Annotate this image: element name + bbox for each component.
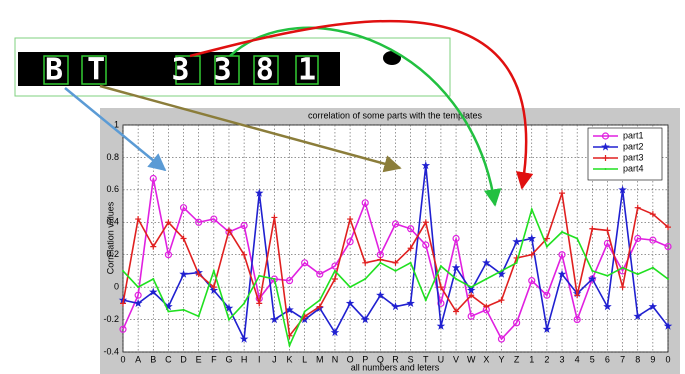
- marker: [605, 168, 607, 170]
- x-tick-label: Q: [377, 354, 384, 364]
- legend-label: part4: [623, 163, 644, 173]
- x-tick-label: J: [272, 354, 277, 364]
- x-tick-label: Y: [498, 354, 504, 364]
- x-tick-label: C: [165, 354, 172, 364]
- marker: [167, 310, 169, 312]
- x-tick-label: E: [196, 354, 202, 364]
- x-tick-label: B: [150, 354, 156, 364]
- x-tick-label: 2: [544, 354, 549, 364]
- x-tick-label: U: [438, 354, 445, 364]
- x-tick-label: 3: [560, 354, 565, 364]
- marker: [652, 267, 654, 269]
- marker: [500, 270, 502, 272]
- marker: [258, 275, 260, 277]
- marker: [273, 278, 275, 280]
- x-tick-label: 4: [575, 354, 580, 364]
- x-tick-label: K: [287, 354, 293, 364]
- x-tick-label: 0: [665, 354, 670, 364]
- marker: [531, 208, 533, 210]
- marker: [576, 238, 578, 240]
- marker: [304, 310, 306, 312]
- marker: [470, 286, 472, 288]
- marker: [243, 302, 245, 304]
- marker: [606, 275, 608, 277]
- marker: [561, 231, 563, 233]
- x-tick-label: T: [423, 354, 429, 364]
- x-tick-label: 6: [605, 354, 610, 364]
- marker: [213, 270, 215, 272]
- legend-label: part1: [623, 130, 644, 140]
- marker: [289, 345, 291, 347]
- marker: [637, 273, 639, 275]
- x-tick-label: R: [392, 354, 399, 364]
- x-tick-label: 8: [635, 354, 640, 364]
- marker: [122, 270, 124, 272]
- marker: [349, 286, 351, 288]
- marker: [379, 262, 381, 264]
- marker: [410, 262, 412, 264]
- legend-label: part2: [623, 141, 644, 151]
- x-tick-label: P: [362, 354, 368, 364]
- x-tick-label: 1: [529, 354, 534, 364]
- marker: [546, 246, 548, 248]
- marker: [334, 270, 336, 272]
- y-tick-label: -0.4: [103, 346, 119, 356]
- marker: [198, 315, 200, 317]
- y-axis-label: Correlation values: [105, 201, 115, 274]
- x-tick-label: D: [180, 354, 187, 364]
- y-tick-label: 0.6: [106, 184, 119, 194]
- y-tick-label: -0.2: [103, 314, 119, 324]
- x-tick-label: 0: [120, 354, 125, 364]
- x-tick-label: V: [453, 354, 459, 364]
- marker: [455, 278, 457, 280]
- marker: [395, 270, 397, 272]
- x-tick-label: Z: [514, 354, 520, 364]
- x-tick-label: G: [225, 354, 232, 364]
- marker: [364, 278, 366, 280]
- marker: [183, 309, 185, 311]
- x-tick-label: M: [316, 354, 324, 364]
- x-tick-label: S: [408, 354, 414, 364]
- x-tick-label: 5: [590, 354, 595, 364]
- marker: [516, 262, 518, 264]
- x-tick-label: F: [211, 354, 217, 364]
- page: BT 3381 correlation of some parts with t…: [0, 0, 685, 374]
- x-tick-label: 9: [650, 354, 655, 364]
- y-tick-label: 0.2: [106, 249, 119, 259]
- legend-label: part3: [623, 152, 644, 162]
- x-tick-label: I: [258, 354, 261, 364]
- marker: [137, 286, 139, 288]
- x-tick-label: 7: [620, 354, 625, 364]
- x-tick-label: N: [332, 354, 339, 364]
- marker: [425, 299, 427, 301]
- figure: BT 3381 correlation of some parts with t…: [0, 0, 685, 374]
- y-tick-label: 0.4: [106, 217, 119, 227]
- x-tick-label: O: [347, 354, 354, 364]
- marker: [319, 299, 321, 301]
- marker: [591, 270, 593, 272]
- x-tick-label: X: [483, 354, 489, 364]
- marker: [485, 278, 487, 280]
- marker: [228, 319, 230, 321]
- x-tick-label: A: [135, 354, 141, 364]
- marker: [440, 265, 442, 267]
- x-tick-label: H: [241, 354, 248, 364]
- x-tick-label: L: [302, 354, 307, 364]
- x-tick-label: W: [467, 354, 476, 364]
- chart-title: correlation of some parts with the templ…: [308, 110, 483, 120]
- y-tick-label: 0.8: [106, 152, 119, 162]
- marker: [622, 267, 624, 269]
- marker: [667, 278, 669, 280]
- marker: [152, 278, 154, 280]
- y-tick-label: 0: [114, 282, 119, 292]
